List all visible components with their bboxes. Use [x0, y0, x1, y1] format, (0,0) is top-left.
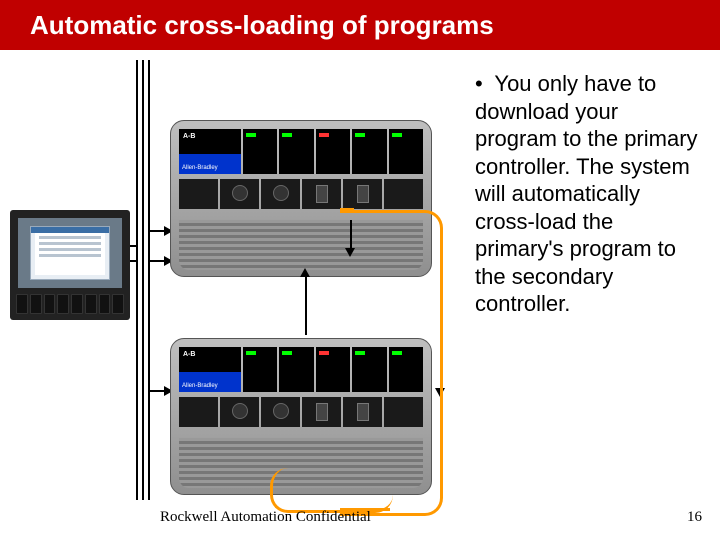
- trunk-line-2: [142, 60, 144, 500]
- title-bar: Automatic cross-loading of programs: [0, 0, 720, 50]
- trunk-line-3: [148, 60, 150, 500]
- brand-initials-2: A-B: [183, 351, 195, 358]
- fiber-cable-lower: [270, 468, 393, 513]
- hmi-connector: [130, 245, 138, 247]
- confidential-label: Rockwell Automation Confidential: [160, 509, 371, 526]
- hmi-keys: [16, 294, 124, 314]
- crossload-up-arrow-icon: [300, 268, 310, 277]
- brand-module-2: A-B Allen-Bradley: [179, 347, 241, 392]
- brand-module: A-B Allen-Bradley: [179, 129, 241, 174]
- hmi-terminal: [10, 210, 130, 320]
- brand-initials: A-B: [183, 133, 195, 140]
- fiber-stub-top: [340, 208, 354, 211]
- hmi-window: [30, 226, 110, 280]
- diagram: A-B Allen-Bradley: [10, 60, 460, 500]
- trunk-line-1: [136, 60, 138, 500]
- page-number: 16: [687, 509, 702, 526]
- bullet-block: • You only have to download your program…: [475, 70, 700, 318]
- hmi-connector-2: [130, 260, 138, 262]
- slide-title: Automatic cross-loading of programs: [30, 10, 494, 41]
- brand-name-2: Allen-Bradley: [182, 383, 218, 389]
- hmi-screen: [18, 218, 122, 288]
- crossload-up-line: [305, 275, 307, 335]
- bullet-dot: •: [475, 70, 483, 98]
- bullet-text: You only have to download your program t…: [475, 71, 698, 316]
- brand-name: Allen-Bradley: [182, 165, 218, 171]
- slide: Automatic cross-loading of programs • Yo…: [0, 0, 720, 540]
